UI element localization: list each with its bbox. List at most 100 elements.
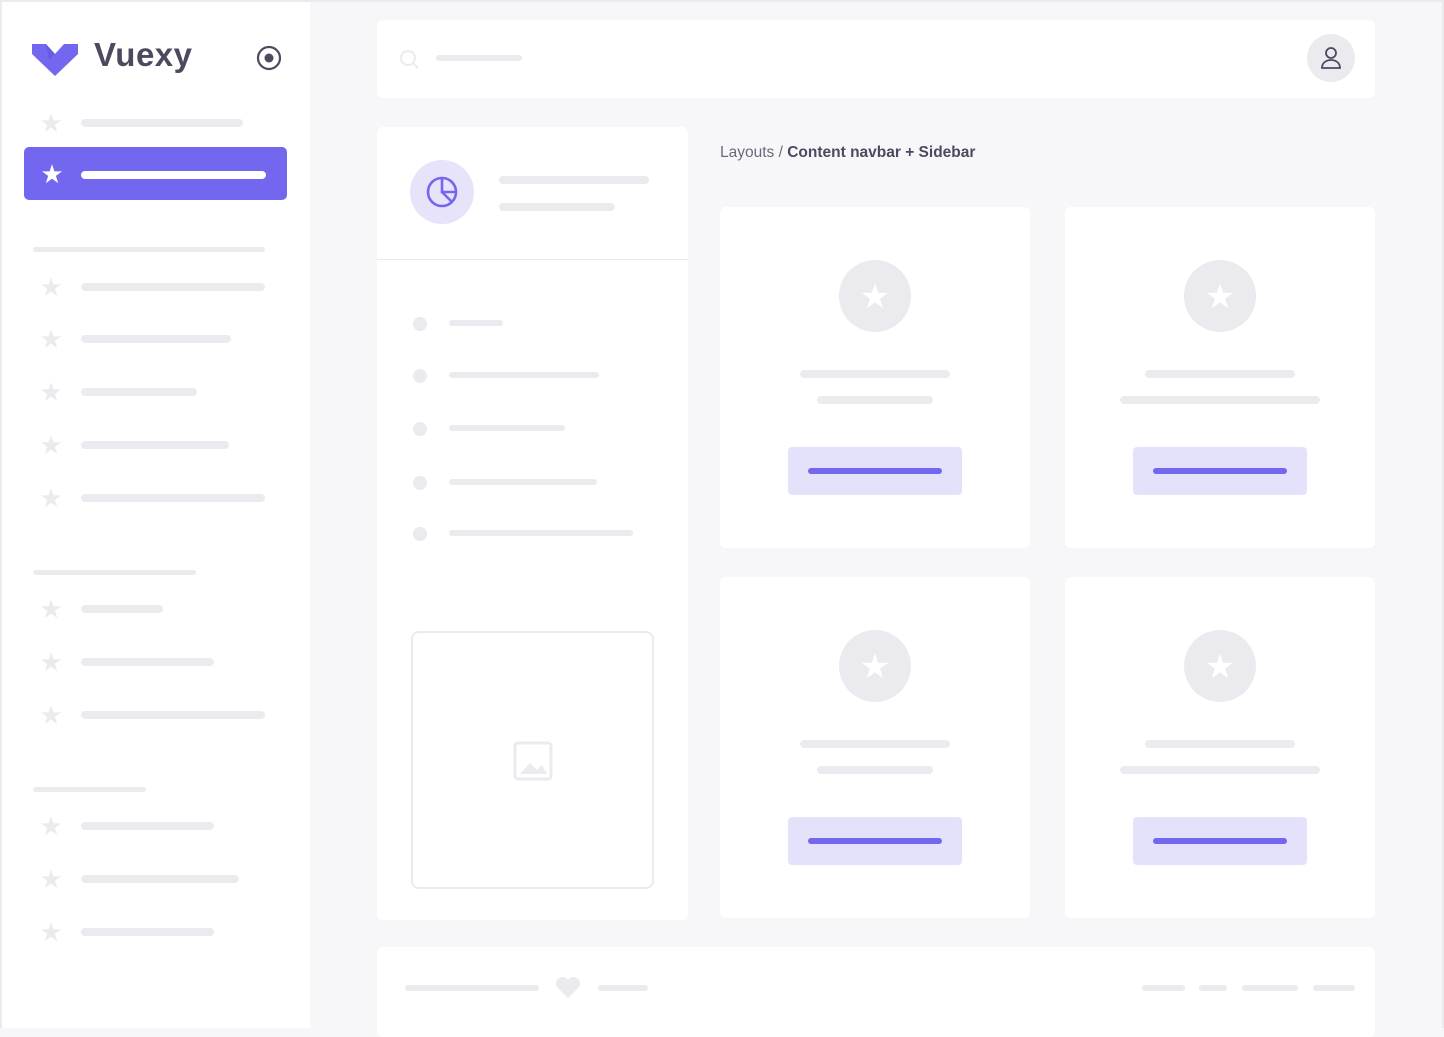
sidebar-item[interactable]: ★ [2, 483, 302, 513]
bullet-dot [413, 527, 427, 541]
breadcrumb: Layouts / Content navbar + Sidebar [720, 144, 975, 162]
search-icon[interactable] [399, 49, 421, 71]
sidebar-item-label-placeholder [81, 335, 231, 343]
sidebar-item[interactable]: ★ [2, 272, 302, 302]
section-header-placeholder [33, 787, 146, 792]
radio-target-icon[interactable] [256, 45, 282, 71]
sidebar: Vuexy ★ ★ ★ ★ ★ ★ ★ ★ ★ ★ ★ ★ ★ [2, 2, 310, 1028]
search-input[interactable] [436, 55, 522, 61]
star-icon: ★ [39, 377, 63, 407]
card-action-button[interactable] [1133, 817, 1307, 865]
star-icon: ★ [39, 594, 63, 624]
star-icon: ★ [39, 917, 63, 947]
panel-avatar [410, 160, 474, 224]
footer-link[interactable] [1142, 985, 1185, 991]
footer-link[interactable] [1313, 985, 1355, 991]
card-icon-circle: ★ [1184, 630, 1256, 702]
panel-list-item[interactable] [407, 314, 667, 334]
list-item-label-placeholder [449, 479, 597, 485]
pie-chart-icon [426, 176, 458, 208]
card-text-placeholder [1120, 766, 1320, 774]
sidebar-item[interactable]: ★ [2, 377, 302, 407]
sidebar-item[interactable]: ★ [2, 811, 302, 841]
star-icon: ★ [39, 430, 63, 460]
sidebar-item-label-placeholder [81, 822, 214, 830]
star-icon: ★ [859, 648, 891, 686]
sidebar-item[interactable]: ★ [2, 864, 302, 894]
star-icon: ★ [39, 324, 63, 354]
top-navbar [377, 20, 1375, 98]
card-text-placeholder [1120, 396, 1320, 404]
panel-subtitle-placeholder [499, 203, 615, 211]
button-label-placeholder [808, 468, 942, 474]
panel-list-item[interactable] [407, 419, 667, 439]
button-label-placeholder [808, 838, 942, 844]
section-header-placeholder [33, 247, 265, 252]
card-icon-circle: ★ [1184, 260, 1256, 332]
user-icon [1321, 47, 1341, 69]
content-card: ★ [1065, 577, 1375, 918]
sidebar-item[interactable]: ★ [2, 647, 302, 677]
card-icon-circle: ★ [839, 260, 911, 332]
footer-link[interactable] [1199, 985, 1227, 991]
breadcrumb-current: Content navbar + Sidebar [787, 144, 976, 161]
sidebar-item-label-placeholder [81, 283, 265, 291]
button-label-placeholder [1153, 468, 1287, 474]
panel-list-item[interactable] [407, 366, 667, 386]
sidebar-item[interactable]: ★ [2, 700, 302, 730]
list-item-label-placeholder [449, 425, 565, 431]
card-action-button[interactable] [788, 447, 962, 495]
star-icon: ★ [859, 278, 891, 316]
sidebar-item-label-placeholder [81, 171, 266, 179]
footer [377, 947, 1375, 1037]
sidebar-item[interactable]: ★ [2, 324, 302, 354]
card-text-placeholder [817, 396, 933, 404]
user-avatar[interactable] [1307, 34, 1355, 82]
card-title-placeholder [1145, 370, 1295, 378]
star-icon: ★ [39, 272, 63, 302]
bullet-dot [413, 317, 427, 331]
sidebar-item-label-placeholder [81, 928, 214, 936]
card-icon-circle: ★ [839, 630, 911, 702]
card-title-placeholder [800, 370, 950, 378]
panel-list-item[interactable] [407, 524, 667, 544]
content-sidebar-panel [377, 127, 688, 920]
image-icon [513, 741, 553, 781]
sidebar-item[interactable]: ★ [2, 108, 302, 138]
list-item-label-placeholder [449, 530, 633, 536]
panel-list-item[interactable] [407, 473, 667, 493]
vuexy-logo [32, 44, 78, 76]
bullet-dot [413, 369, 427, 383]
sidebar-item[interactable]: ★ [2, 430, 302, 460]
card-action-button[interactable] [788, 817, 962, 865]
star-icon: ★ [39, 700, 63, 730]
sidebar-item-label-placeholder [81, 119, 243, 127]
content-card: ★ [720, 577, 1030, 918]
section-header-placeholder [33, 570, 196, 575]
sidebar-item-active[interactable]: ★ [24, 147, 287, 200]
content-card: ★ [1065, 207, 1375, 548]
divider [377, 259, 688, 260]
star-icon: ★ [40, 159, 64, 189]
bullet-dot [413, 422, 427, 436]
panel-title-placeholder [499, 176, 649, 184]
breadcrumb-separator: / [774, 144, 788, 161]
footer-text-placeholder [598, 985, 648, 991]
sidebar-item-label-placeholder [81, 494, 265, 502]
card-title-placeholder [800, 740, 950, 748]
sidebar-item[interactable]: ★ [2, 917, 302, 947]
footer-text-placeholder [405, 985, 539, 991]
footer-link[interactable] [1242, 985, 1298, 991]
card-action-button[interactable] [1133, 447, 1307, 495]
list-item-label-placeholder [449, 320, 503, 326]
sidebar-item-label-placeholder [81, 441, 229, 449]
star-icon: ★ [1204, 278, 1236, 316]
sidebar-item-label-placeholder [81, 711, 265, 719]
sidebar-item-label-placeholder [81, 605, 163, 613]
star-icon: ★ [39, 647, 63, 677]
sidebar-item-label-placeholder [81, 875, 239, 883]
breadcrumb-parent[interactable]: Layouts [720, 144, 775, 161]
sidebar-item[interactable]: ★ [2, 594, 302, 624]
sidebar-item-label-placeholder [81, 388, 197, 396]
list-item-label-placeholder [449, 372, 599, 378]
